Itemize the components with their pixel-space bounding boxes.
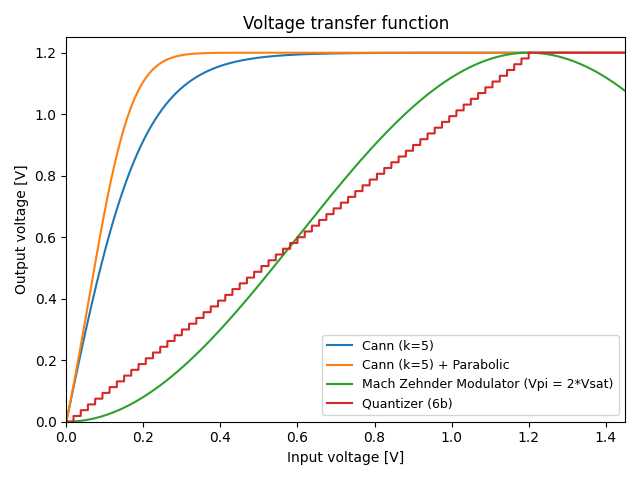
- Cann (k=5) + Parabolic: [436, 50, 444, 56]
- Quantizer (6b): [397, 154, 405, 159]
- Y-axis label: Output voltage [V]: Output voltage [V]: [15, 165, 29, 294]
- Cann (k=5) + Parabolic: [426, 50, 433, 56]
- Cann (k=5) + Parabolic: [522, 50, 529, 56]
- Cann (k=5) + Parabolic: [397, 50, 405, 56]
- Mach Zehnder Modulator (Vpi = 2*Vsat): [479, 59, 487, 64]
- Cann (k=5) + Parabolic: [276, 50, 284, 56]
- Cann (k=5) + Parabolic: [164, 56, 172, 62]
- Mach Zehnder Modulator (Vpi = 2*Vsat): [426, 90, 433, 96]
- Mach Zehnder Modulator (Vpi = 2*Vsat): [63, 419, 70, 425]
- Quantizer (6b): [621, 50, 629, 56]
- Line: Cann (k=5): Cann (k=5): [67, 53, 625, 422]
- Cann (k=5) + Parabolic: [621, 50, 629, 56]
- X-axis label: Input voltage [V]: Input voltage [V]: [287, 451, 404, 465]
- Cann (k=5): [426, 50, 433, 56]
- Line: Quantizer (6b): Quantizer (6b): [67, 53, 625, 422]
- Mach Zehnder Modulator (Vpi = 2*Vsat): [621, 88, 629, 94]
- Quantizer (6b): [525, 50, 532, 56]
- Cann (k=5): [164, 99, 172, 105]
- Mach Zehnder Modulator (Vpi = 2*Vsat): [525, 50, 532, 56]
- Title: Voltage transfer function: Voltage transfer function: [243, 15, 449, 33]
- Cann (k=5) + Parabolic: [63, 419, 70, 425]
- Cann (k=5): [479, 50, 487, 56]
- Line: Mach Zehnder Modulator (Vpi = 2*Vsat): Mach Zehnder Modulator (Vpi = 2*Vsat): [67, 53, 625, 422]
- Quantizer (6b): [164, 338, 172, 344]
- Line: Cann (k=5) + Parabolic: Cann (k=5) + Parabolic: [67, 53, 625, 422]
- Mach Zehnder Modulator (Vpi = 2*Vsat): [397, 115, 405, 120]
- Quantizer (6b): [63, 419, 70, 425]
- Mach Zehnder Modulator (Vpi = 2*Vsat): [522, 50, 529, 56]
- Quantizer (6b): [479, 90, 487, 96]
- Cann (k=5) + Parabolic: [479, 50, 487, 56]
- Quantizer (6b): [426, 131, 433, 136]
- Legend: Cann (k=5), Cann (k=5) + Parabolic, Mach Zehnder Modulator (Vpi = 2*Vsat), Quant: Cann (k=5), Cann (k=5) + Parabolic, Mach…: [323, 335, 619, 416]
- Cann (k=5): [397, 50, 405, 56]
- Mach Zehnder Modulator (Vpi = 2*Vsat): [164, 377, 172, 383]
- Quantizer (6b): [276, 252, 284, 257]
- Mach Zehnder Modulator (Vpi = 2*Vsat): [276, 256, 284, 262]
- Quantizer (6b): [522, 56, 529, 61]
- Cann (k=5): [522, 50, 529, 56]
- Cann (k=5): [621, 50, 629, 56]
- Cann (k=5): [63, 419, 70, 425]
- Cann (k=5): [276, 53, 284, 59]
